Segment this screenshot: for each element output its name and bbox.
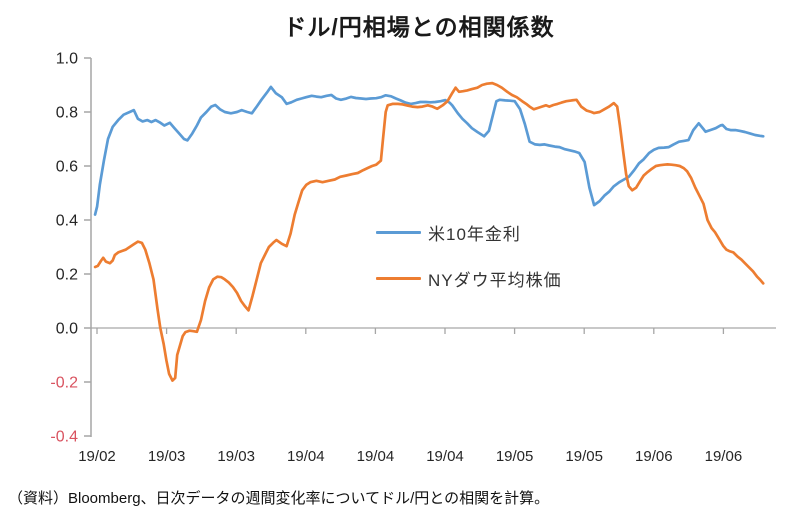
x-tick-label: 19/04 <box>287 448 325 465</box>
series-line-nydow <box>93 81 765 382</box>
series-line-us10y <box>93 85 765 216</box>
y-tick-label: 0.4 <box>56 213 78 230</box>
nydow-line-sample-icon <box>376 276 421 280</box>
chart-title: ドル/円相場との相関係数 <box>283 14 555 40</box>
us10y-line-sample-icon <box>376 230 421 234</box>
legend-item-nydow: NYダウ平均株価 <box>376 267 562 290</box>
y-tick-label: -0.4 <box>50 429 78 446</box>
y-tick-label: 0.8 <box>56 105 78 122</box>
legend-item-us10y: 米10年金利 <box>376 221 562 244</box>
x-tick-label: 19/02 <box>78 448 116 465</box>
x-tick-label: 19/05 <box>565 448 603 465</box>
x-tick-label: 19/05 <box>496 448 534 465</box>
x-tick-label: 19/03 <box>217 448 255 465</box>
x-tick-label: 19/04 <box>357 448 395 465</box>
y-tick-label: 0.6 <box>56 159 78 176</box>
legend-label-nydow: NYダウ平均株価 <box>428 270 562 290</box>
y-tick-label: 0.2 <box>56 267 78 284</box>
legend: 米10年金利 NYダウ平均株価 <box>376 221 562 313</box>
y-tick-label: -0.2 <box>50 375 78 392</box>
legend-label-us10y: 米10年金利 <box>428 224 521 244</box>
y-tick-label: 0.0 <box>56 321 78 338</box>
x-tick-label: 19/06 <box>635 448 673 465</box>
x-tick-label: 19/04 <box>426 448 464 465</box>
x-tick-label: 19/03 <box>148 448 186 465</box>
source-note: （資料）Bloomberg、日次データの週間変化率についてドル/円との相関を計算… <box>8 490 550 507</box>
y-tick-label: 1.0 <box>56 51 78 68</box>
x-tick-label: 19/06 <box>705 448 743 465</box>
